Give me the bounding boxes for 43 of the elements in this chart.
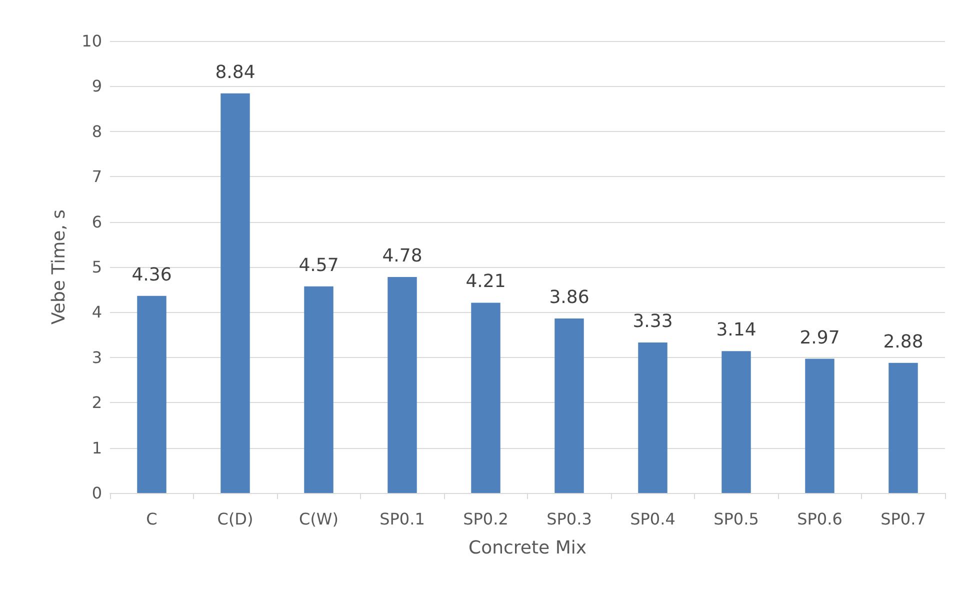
- data-label: 3.86: [549, 287, 590, 308]
- y-tick-label: 3: [92, 348, 102, 367]
- y-tick-label: 2: [92, 393, 102, 412]
- x-tick-label: SP0.6: [797, 510, 842, 528]
- bar: [888, 362, 918, 493]
- y-tick-label: 0: [92, 484, 102, 502]
- x-tick-label: SP0.4: [630, 510, 676, 528]
- y-tick-label: 5: [92, 258, 102, 276]
- x-tick-label: C(W): [299, 510, 338, 528]
- data-label: 3.33: [632, 310, 673, 332]
- y-axis-title: Vebe Time, s: [48, 209, 70, 325]
- bar: [388, 276, 417, 493]
- y-tick-label: 7: [92, 167, 102, 186]
- x-tick-label: C: [146, 510, 158, 528]
- bar: [554, 318, 584, 493]
- y-tick-label: 8: [92, 122, 102, 141]
- data-label: 4.36: [132, 264, 172, 286]
- x-tick-label: SP0.3: [546, 510, 592, 528]
- bar: [220, 93, 250, 493]
- data-label: 2.88: [883, 331, 924, 352]
- y-tick-label: 10: [82, 32, 102, 50]
- data-label: 2.97: [800, 327, 840, 348]
- y-tick-label: 6: [92, 212, 102, 232]
- x-tick-label: SP0.2: [463, 510, 508, 528]
- data-label: 3.14: [716, 320, 756, 341]
- bar: [137, 296, 166, 493]
- y-tick-label: 4: [92, 302, 102, 322]
- x-axis-title: Concrete Mix: [468, 538, 587, 558]
- x-tick-label: C(D): [217, 510, 254, 528]
- y-tick-label: 1: [92, 438, 102, 458]
- y-tick-label: 9: [92, 76, 102, 96]
- data-label: 8.84: [215, 62, 256, 83]
- x-tick-label: SP0.7: [880, 510, 926, 528]
- data-label: 4.57: [298, 254, 339, 276]
- bar: [805, 358, 834, 493]
- bar: [471, 302, 500, 493]
- data-label: 4.78: [382, 245, 422, 266]
- data-label: 4.21: [466, 271, 506, 292]
- bar: [638, 342, 668, 493]
- bar: [304, 286, 334, 493]
- x-tick-label: SP0.1: [380, 510, 425, 528]
- bar: [722, 351, 751, 493]
- x-tick-label: SP0.5: [714, 510, 759, 528]
